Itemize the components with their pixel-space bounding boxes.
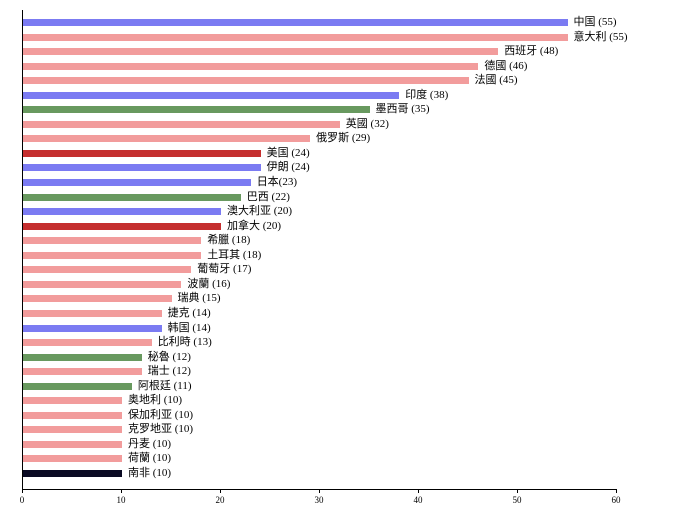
bar-荷蘭 — [23, 455, 122, 463]
bar-土耳其 — [23, 251, 202, 259]
x-tick-mark-0 — [22, 489, 23, 493]
bar-巴西 — [23, 193, 241, 201]
bar-南非 — [23, 469, 122, 477]
bar-奥地利 — [23, 397, 122, 405]
x-tick-label-60: 60 — [611, 495, 621, 505]
bar-label-澳大利亚: 澳大利亚 (20) — [227, 205, 293, 218]
bar-label-德國: 德國 (46) — [484, 59, 528, 72]
bar-label-西班牙: 西班牙 (48) — [504, 45, 559, 58]
bar-label-韩国: 韩国 (14) — [167, 321, 211, 334]
bar-加拿大 — [23, 222, 221, 230]
x-tick-mark-30 — [319, 489, 320, 493]
bar-label-保加利亚: 保加利亚 (10) — [128, 408, 194, 421]
x-tick-label-30: 30 — [314, 495, 324, 505]
bar-意大利 — [23, 33, 568, 41]
bar-瑞士 — [23, 368, 142, 376]
bar-保加利亚 — [23, 411, 122, 419]
bar-label-瑞士: 瑞士 (12) — [147, 365, 191, 378]
bar-日本 — [23, 179, 251, 187]
bar-法國 — [23, 77, 469, 85]
x-tick-label-40: 40 — [413, 495, 423, 505]
bar-俄罗斯 — [23, 135, 311, 143]
bar-label-土耳其: 土耳其 (18) — [207, 248, 262, 261]
bar-克罗地亚 — [23, 426, 122, 434]
bar-label-加拿大: 加拿大 (20) — [227, 219, 282, 232]
bar-丹麦 — [23, 440, 122, 448]
bar-澳大利亚 — [23, 208, 221, 216]
x-tick-label-0: 0 — [19, 495, 25, 505]
bar-捷克 — [23, 309, 162, 317]
bar-label-法國: 法國 (45) — [474, 74, 518, 87]
bar-瑞典 — [23, 295, 172, 303]
bar-label-克罗地亚: 克罗地亚 (10) — [128, 423, 194, 436]
bar-label-阿根廷: 阿根廷 (11) — [137, 379, 192, 392]
bar-希臘 — [23, 237, 202, 245]
bar-label-丹麦: 丹麦 (10) — [128, 437, 172, 450]
bar-label-希臘: 希臘 (18) — [207, 234, 251, 247]
bar-墨西哥 — [23, 106, 370, 114]
bar-阿根廷 — [23, 382, 132, 390]
x-tick-label-50: 50 — [512, 495, 522, 505]
bar-印度 — [23, 91, 400, 99]
bar-英國 — [23, 120, 340, 128]
bar-label-伊朗: 伊朗 (24) — [266, 161, 310, 174]
bar-秘魯 — [23, 353, 142, 361]
bar-葡萄牙 — [23, 266, 192, 274]
bar-波蘭 — [23, 280, 182, 288]
bar-label-中国: 中国 (55) — [573, 16, 617, 28]
bar-西班牙 — [23, 48, 499, 56]
bar-label-巴西: 巴西 (22) — [246, 190, 290, 203]
bar-label-日本: 日本(23) — [256, 176, 298, 189]
bar-label-南非: 南非 (10) — [128, 466, 172, 479]
bar-label-波蘭: 波蘭 (16) — [187, 277, 231, 290]
bar-label-美国: 美国 (24) — [266, 146, 310, 159]
x-tick-mark-60 — [616, 489, 617, 493]
bar-比利時 — [23, 339, 152, 347]
bar-德國 — [23, 62, 479, 70]
bar-label-比利時: 比利時 (13) — [157, 336, 212, 349]
bar-伊朗 — [23, 164, 261, 172]
x-tick-label-10: 10 — [116, 495, 126, 505]
bar-label-意大利: 意大利 (55) — [573, 30, 628, 43]
bar-label-葡萄牙: 葡萄牙 (17) — [197, 263, 252, 276]
x-tick-mark-10 — [121, 489, 122, 493]
plot-area: 中国 (55) 意大利 (55) 西班牙 (48) 德國 (46) 法國 (45) 印度 … — [22, 10, 628, 490]
bar-label-荷蘭: 荷蘭 (10) — [128, 452, 172, 465]
x-tick-label-20: 20 — [215, 495, 225, 505]
x-tick-mark-40 — [418, 489, 419, 493]
bar-label-瑞典: 瑞典 (15) — [177, 292, 221, 305]
bar-label-英國: 英國 (32) — [345, 117, 389, 130]
bar-label-印度: 印度 (38) — [405, 88, 449, 101]
bar-美国 — [23, 149, 261, 157]
bar-韩国 — [23, 324, 162, 332]
bar-label-俄罗斯: 俄罗斯 (29) — [316, 132, 371, 145]
x-tick-mark-50 — [517, 489, 518, 493]
bar-label-捷克: 捷克 (14) — [167, 306, 211, 319]
bar-label-秘魯: 秘魯 (12) — [147, 350, 191, 363]
bar-中国 — [23, 19, 568, 26]
x-tick-mark-20 — [220, 489, 221, 493]
bar-label-墨西哥: 墨西哥 (35) — [375, 103, 430, 116]
bar-label-奥地利: 奥地利 (10) — [128, 394, 183, 407]
